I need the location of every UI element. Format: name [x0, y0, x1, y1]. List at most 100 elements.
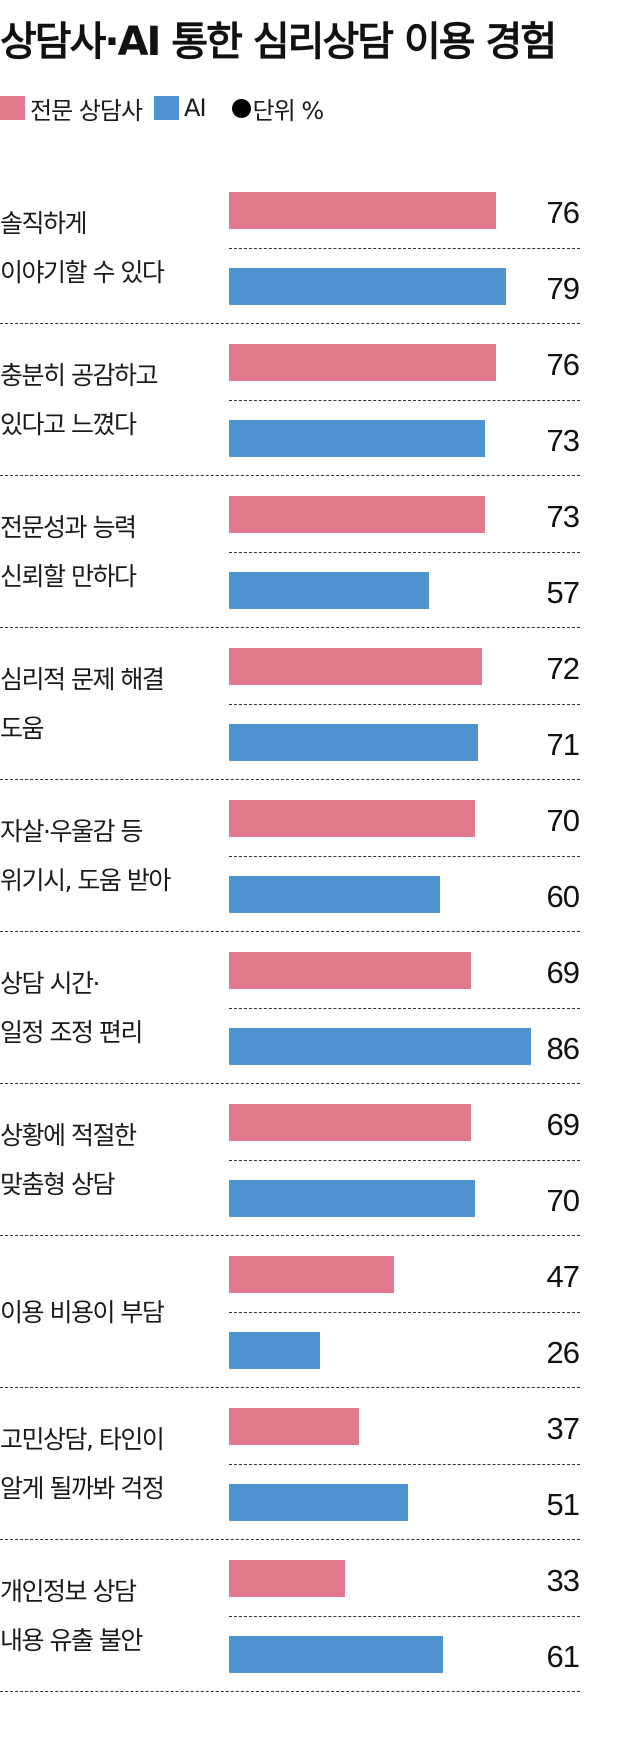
ai-bar	[229, 1180, 475, 1217]
legend-label-counselor: 전문 상담사	[30, 96, 143, 125]
ai-value: 57	[546, 575, 580, 610]
group-divider	[0, 1083, 580, 1084]
counselor-bar	[229, 648, 482, 685]
group-divider	[0, 931, 580, 932]
category-group: 고민상담, 타인이 알게 될까봐 걱정 37 51	[0, 1388, 640, 1540]
inner-divider	[229, 1008, 580, 1009]
bar-chart: 솔직하게 이야기할 수 있다 76 79 충분히 공감하고 있다고 느꼈다 76 73 전문성과…	[0, 172, 640, 1692]
inner-divider	[229, 1616, 580, 1617]
category-label-line: 전문성과 능력	[0, 513, 137, 542]
counselor-value: 47	[546, 1259, 580, 1294]
group-divider	[0, 1691, 580, 1692]
category-label-line: 위기시, 도움 받아	[0, 866, 171, 895]
category-label-line: 개인정보 상담	[0, 1577, 137, 1606]
counselor-bar	[229, 192, 496, 229]
legend-item-counselor: 전문 상담사	[0, 91, 143, 126]
category-label-line: 솔직하게	[0, 209, 88, 238]
ai-swatch-icon	[154, 96, 180, 120]
inner-divider	[229, 552, 580, 553]
inner-divider	[229, 1312, 580, 1313]
ai-value: 51	[546, 1487, 580, 1522]
category-group: 이용 비용이 부담 47 26	[0, 1236, 640, 1388]
counselor-value: 33	[546, 1563, 580, 1598]
counselor-bar	[229, 800, 475, 837]
category-label: 상담 시간· 일정 조정 편리	[0, 959, 220, 1057]
ai-bar	[229, 1028, 531, 1065]
ai-value: 71	[546, 727, 580, 762]
ai-bar	[229, 724, 479, 761]
category-label-line: 도움	[0, 714, 45, 743]
ai-value: 26	[546, 1335, 580, 1370]
counselor-value: 69	[546, 1107, 580, 1142]
category-label-line: 이야기할 수 있다	[0, 258, 165, 287]
category-group: 상담 시간· 일정 조정 편리 69 86	[0, 932, 640, 1084]
legend-item-ai: AI	[154, 94, 207, 122]
counselor-bar	[229, 952, 472, 989]
bullet-dot-icon	[231, 98, 251, 118]
unit-note: 단위 %	[231, 91, 325, 126]
category-label-line: 일정 조정 편리	[0, 1018, 143, 1047]
unit-label: 단위 %	[252, 96, 325, 125]
ai-value: 70	[546, 1183, 580, 1218]
counselor-swatch-icon	[0, 96, 25, 120]
ai-bar	[229, 268, 507, 305]
group-divider	[0, 1539, 580, 1540]
inner-divider	[229, 1160, 580, 1161]
counselor-value: 73	[546, 499, 580, 534]
counselor-bar	[229, 1256, 394, 1293]
ai-bar	[229, 1636, 444, 1673]
inner-divider	[229, 704, 580, 705]
counselor-bar	[229, 344, 496, 381]
ai-value: 73	[546, 423, 580, 458]
counselor-value: 72	[546, 651, 580, 686]
counselor-bar	[229, 1560, 345, 1597]
group-divider	[0, 1235, 580, 1236]
ai-value: 60	[546, 879, 580, 914]
counselor-value: 69	[546, 955, 580, 990]
group-divider	[0, 627, 580, 628]
inner-divider	[229, 1464, 580, 1465]
chart-title: 상담사·AI 통한 심리상담 이용 경험	[0, 19, 557, 65]
category-label-line: 자살·우울감 등	[0, 817, 143, 846]
category-label-line: 신뢰할 만하다	[0, 562, 137, 591]
category-label-line: 상담 시간·	[0, 969, 100, 998]
counselor-value: 76	[546, 347, 580, 382]
group-divider	[0, 475, 580, 476]
ai-bar	[229, 420, 486, 457]
category-group: 상황에 적절한 맞춤형 상담 69 70	[0, 1084, 640, 1236]
ai-bar	[229, 1332, 321, 1369]
category-label-line: 충분히 공감하고	[0, 361, 158, 390]
group-divider	[0, 323, 580, 324]
group-divider	[0, 779, 580, 780]
category-label-line: 고민상담, 타인이	[0, 1425, 165, 1454]
counselor-bar	[229, 1408, 359, 1445]
inner-divider	[229, 248, 580, 249]
category-label-line: 있다고 느꼈다	[0, 410, 137, 439]
ai-value: 61	[546, 1639, 580, 1674]
ai-value: 86	[546, 1031, 580, 1066]
counselor-value: 76	[546, 195, 580, 230]
category-label-line: 맞춤형 상담	[0, 1170, 115, 1199]
counselor-value: 37	[546, 1411, 580, 1446]
category-label: 이용 비용이 부담	[0, 1288, 220, 1337]
ai-value: 79	[546, 271, 580, 306]
category-label-line: 이용 비용이 부담	[0, 1298, 165, 1327]
group-divider	[0, 1387, 580, 1388]
category-label-line: 심리적 문제 해결	[0, 665, 165, 694]
legend: 전문 상담사 AI 단위 %	[0, 91, 325, 126]
counselor-bar	[229, 496, 486, 533]
category-label: 고민상담, 타인이 알게 될까봐 걱정	[0, 1415, 220, 1513]
counselor-value: 70	[546, 803, 580, 838]
category-label-line: 내용 유출 불안	[0, 1626, 143, 1655]
